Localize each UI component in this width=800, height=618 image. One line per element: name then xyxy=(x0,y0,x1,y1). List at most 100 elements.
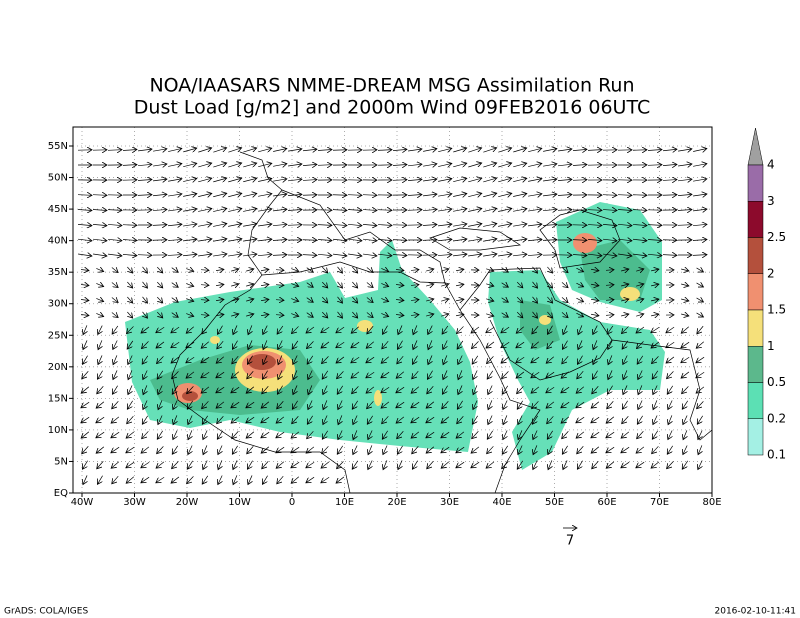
wind-arrow xyxy=(698,445,702,454)
colorbar-label: 1.5 xyxy=(767,303,786,317)
colorbar-box xyxy=(747,309,764,347)
wind-arrow xyxy=(621,314,629,316)
wind-arrow xyxy=(306,476,315,483)
wind-arrow xyxy=(366,283,373,288)
wind-arrow xyxy=(532,325,539,334)
wind-arrow xyxy=(453,209,467,212)
wind-arrow xyxy=(243,224,257,227)
wind-arrow xyxy=(257,254,272,255)
wind-arrow xyxy=(542,224,557,225)
wind-arrow xyxy=(501,283,509,287)
wind-arrow xyxy=(607,401,614,409)
wind-arrow xyxy=(591,284,599,285)
wind-arrow xyxy=(97,475,103,485)
wind-arrow xyxy=(186,326,194,334)
wind-arrow xyxy=(562,355,569,364)
wind-arrow xyxy=(532,266,537,273)
wind-arrow xyxy=(397,340,403,350)
wind-arrow xyxy=(516,281,523,288)
wind-arrow xyxy=(667,371,674,378)
wind-arrow xyxy=(472,415,478,424)
wind-arrow xyxy=(572,240,587,241)
wind-arrow xyxy=(168,224,182,225)
wind-arrow xyxy=(228,148,241,153)
wind-arrow xyxy=(605,285,614,286)
wind-arrow xyxy=(608,340,612,350)
wind-arrow xyxy=(336,341,345,348)
wind-arrow xyxy=(322,266,327,273)
wind-arrow xyxy=(302,255,317,256)
wind-arrow xyxy=(337,445,344,454)
wind-arrow xyxy=(272,224,287,225)
wind-arrow xyxy=(576,416,585,423)
wind-arrow xyxy=(483,148,496,153)
wind-arrow xyxy=(502,385,509,394)
wind-arrow xyxy=(547,266,552,273)
wind-arrow xyxy=(291,269,298,272)
wind-arrow xyxy=(692,224,707,225)
wind-arrow xyxy=(126,461,135,468)
lon-label: 30E xyxy=(440,497,459,508)
wind-arrow xyxy=(471,446,480,453)
wind-arrow xyxy=(137,255,152,256)
wind-arrow xyxy=(696,371,705,378)
wind-arrow xyxy=(696,268,704,272)
wind-arrow xyxy=(458,355,462,365)
wind-arrow xyxy=(273,164,287,167)
wind-arrow xyxy=(422,240,437,241)
wind-arrow xyxy=(273,149,287,152)
wind-arrow xyxy=(107,210,122,211)
wind-arrow xyxy=(576,313,583,317)
wind-arrow xyxy=(503,430,507,439)
wind-arrow xyxy=(366,356,375,363)
wind-arrow xyxy=(351,356,360,363)
wind-arrow xyxy=(113,340,117,350)
wind-arrow xyxy=(107,224,122,225)
wind-arrow xyxy=(498,208,512,211)
wind-arrow xyxy=(338,311,343,318)
wind-arrow xyxy=(381,268,388,271)
wind-arrow xyxy=(392,149,407,150)
wind-arrow xyxy=(288,179,302,181)
wind-arrow xyxy=(143,370,147,380)
wind-arrow xyxy=(423,209,437,210)
wind-arrow xyxy=(243,239,257,241)
wind-arrow xyxy=(83,475,87,484)
wind-arrow xyxy=(231,269,239,271)
wind-arrow xyxy=(487,356,494,363)
wind-arrow xyxy=(138,149,152,151)
wind-arrow xyxy=(413,340,417,349)
wind-arrow xyxy=(593,340,597,349)
wind-arrow xyxy=(126,326,134,333)
wind-arrow xyxy=(157,430,163,439)
wind-arrow xyxy=(561,282,568,287)
wind-arrow xyxy=(243,148,256,153)
lat-label: 25N xyxy=(48,330,68,341)
wind-arrow xyxy=(577,446,584,453)
wind-arrow xyxy=(348,254,362,256)
wind-arrow xyxy=(488,385,492,394)
wind-arrow xyxy=(693,148,707,151)
wind-arrow xyxy=(186,299,193,302)
wind-arrow xyxy=(606,431,615,438)
wind-arrow xyxy=(483,193,497,196)
wind-arrow xyxy=(232,445,238,454)
wind-arrow xyxy=(153,164,167,166)
wind-arrow xyxy=(98,355,102,364)
wind-arrow xyxy=(246,386,255,393)
wind-arrow xyxy=(591,269,599,270)
wind-arrow xyxy=(275,300,284,301)
wind-arrow xyxy=(336,356,345,363)
wind-arrow xyxy=(347,210,362,211)
wind-arrow xyxy=(277,325,284,334)
wind-arrow xyxy=(306,283,313,288)
wind-arrow xyxy=(411,386,420,393)
wind-arrow xyxy=(501,326,510,333)
wind-arrow xyxy=(636,461,645,468)
wind-arrow xyxy=(546,371,555,378)
wind-arrow xyxy=(682,386,689,393)
wind-arrow xyxy=(457,400,463,409)
wind-arrow xyxy=(441,416,450,423)
wind-arrow xyxy=(438,163,452,166)
